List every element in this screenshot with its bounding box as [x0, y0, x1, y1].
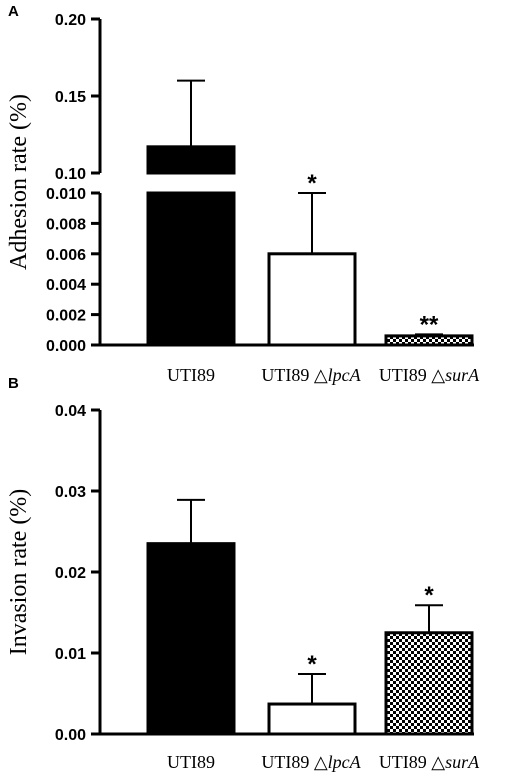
- y-tick-label: 0.02: [55, 565, 86, 582]
- bar: [146, 542, 236, 736]
- y-tick-label: 0.03: [55, 484, 86, 501]
- y-tick-label: 0.20: [55, 12, 86, 29]
- bar: [267, 702, 357, 736]
- y-tick-label: 0.002: [46, 308, 86, 325]
- y-tick-label: 0.15: [55, 89, 86, 106]
- significance-label: *: [307, 170, 317, 197]
- bar: [384, 631, 474, 736]
- y-tick-label: 0.10: [55, 166, 86, 183]
- panel-letter: B: [8, 375, 19, 392]
- bar-lower-segment: [146, 191, 236, 347]
- panel-b-x-tick-label: UTI89 △lpcA: [261, 752, 361, 772]
- y-axis-label: Invasion rate (%): [6, 489, 32, 656]
- panel-b: B 0.00 0.01 0.02 0.03 0.04 Invasion rate (%) * *…: [6, 375, 480, 772]
- y-tick-label: 0.010: [46, 186, 86, 203]
- significance-label: *: [424, 582, 434, 609]
- y-tick-label: 0.006: [46, 247, 86, 264]
- y-tick-label: 0.008: [46, 216, 86, 233]
- y-tick-label: 0.00: [55, 727, 86, 744]
- y-tick-label: 0.01: [55, 646, 86, 663]
- bar-upper-segment: [146, 145, 236, 175]
- panel-letter: A: [8, 3, 19, 20]
- significance-label: *: [307, 651, 317, 678]
- panel-a-x-tick-label: UTI89 △lpcA: [261, 365, 361, 385]
- panel-b-x-tick-label: UTI89: [167, 752, 215, 772]
- panel-a: A 0.10 0.15 0.20 0.000 0.002 0.004 0.006 0.008 0.…: [6, 3, 480, 385]
- y-tick-label: 0.000: [46, 338, 86, 355]
- panel-a-x-tick-label: UTI89: [167, 365, 215, 385]
- y-tick-label: 0.004: [46, 277, 86, 294]
- panel-a-x-tick-label: UTI89 △surA: [379, 365, 480, 385]
- panel-b-x-tick-label: UTI89 △surA: [379, 752, 480, 772]
- y-tick-label: 0.04: [55, 403, 86, 420]
- y-axis-label: Adhesion rate (%): [6, 94, 32, 270]
- bar: [267, 252, 357, 347]
- significance-label: **: [420, 311, 439, 338]
